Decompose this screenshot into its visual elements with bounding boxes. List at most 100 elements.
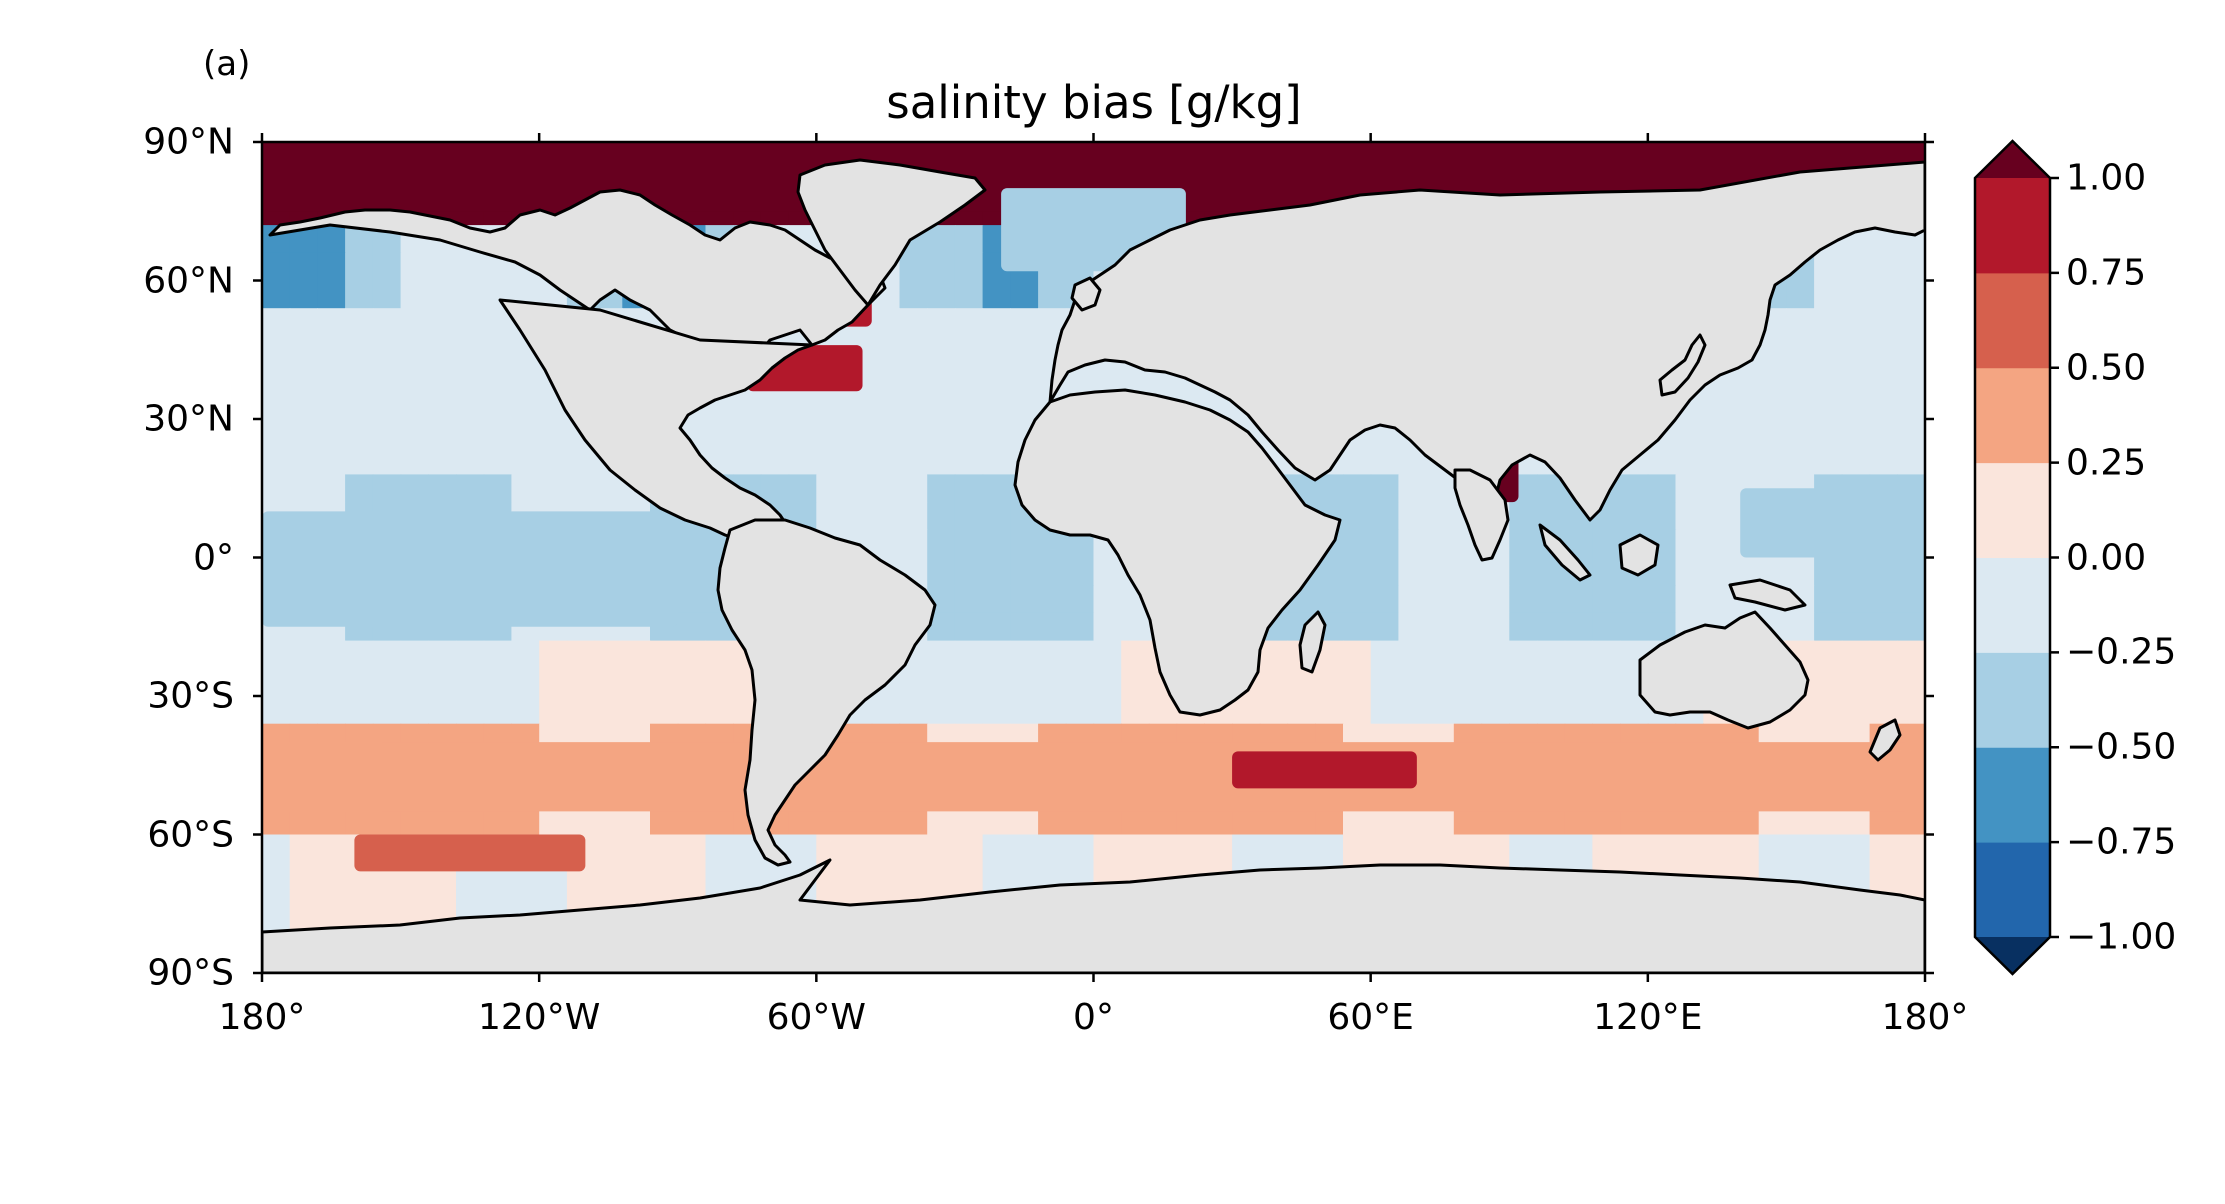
bias-cell: [1703, 391, 1732, 420]
bias-cell: [262, 252, 291, 282]
bias-cell: [677, 834, 707, 863]
bias-cell: [1121, 612, 1150, 642]
bias-cell: [345, 308, 374, 337]
bias-cell: [428, 696, 457, 725]
bias-cell: [1814, 834, 1843, 863]
bias-cell: [1564, 612, 1593, 642]
colorbar-segment: [1975, 652, 2050, 748]
bias-cell: [1758, 446, 1787, 475]
x-tick-label: 120°E: [1593, 997, 1703, 1038]
bias-cell: [1564, 640, 1593, 669]
bias-cell: [1010, 585, 1039, 614]
bias-cell: [1370, 668, 1399, 697]
bias-cell: [317, 280, 346, 309]
bias-cell: [677, 585, 707, 614]
colorbar: [1973, 139, 2059, 976]
bias-cell: [622, 696, 651, 725]
colorbar-tick-label: 1.00: [2066, 157, 2147, 199]
bias-cell: [289, 363, 318, 392]
bias-cell: [899, 419, 928, 448]
bias-cell: [317, 446, 346, 475]
axis-ticks: [253, 133, 1934, 982]
bias-cell: [483, 419, 512, 448]
bias-cell: [372, 419, 402, 448]
bias-cell: [1509, 696, 1538, 725]
y-tick-label: 30°S: [147, 675, 234, 717]
bias-cell: [1537, 696, 1566, 725]
bias-cell: [1841, 862, 1871, 891]
antarctica-landmass: [262, 858, 1925, 973]
colorbar-tick-label: −0.75: [2066, 821, 2177, 863]
bias-cell: [705, 862, 734, 891]
bias-cell: [1897, 335, 1925, 365]
bias-cell: [982, 557, 1011, 586]
bias-cell: [1315, 806, 1344, 836]
bias-cell: [899, 668, 928, 697]
bias-cell: [899, 335, 928, 365]
colorbar-tick-label: 0.00: [2066, 537, 2147, 578]
bias-cell: [400, 391, 429, 420]
bias-cell: [1343, 529, 1372, 559]
bias-cell: [372, 252, 402, 282]
bias-cell: [1121, 696, 1150, 725]
bias-cell: [1647, 806, 1677, 836]
bias-cell: [1315, 834, 1344, 863]
bias-cell: [650, 862, 679, 891]
bias-cell: [594, 696, 623, 725]
bias-cell: [372, 446, 402, 475]
bias-cell: [1509, 668, 1538, 697]
bias-cell: [899, 502, 928, 531]
bias-cell: [511, 391, 540, 420]
bias-cell: [262, 806, 291, 836]
bias-cell: [511, 640, 540, 669]
bias-cell: [1121, 806, 1150, 836]
bias-cell: [1537, 585, 1566, 614]
bias-cell: [927, 363, 956, 392]
bias-cell: [289, 834, 318, 863]
bias-cell: [317, 889, 346, 919]
bias-cell: [1259, 668, 1289, 697]
bias-cell: [954, 335, 984, 365]
bias-cell: [1093, 668, 1122, 697]
bias-cell: [954, 585, 984, 614]
bias-cell: [400, 308, 429, 337]
bias-cell: [1897, 363, 1925, 392]
bias-cell: [483, 363, 512, 392]
bias-cell: [1786, 308, 1815, 337]
y-tick-label: 0°: [193, 537, 234, 578]
bias-cell: [1065, 834, 1095, 863]
bias-cell: [1426, 696, 1455, 725]
bias-cell: [1315, 696, 1344, 725]
bias-cell: [899, 363, 928, 392]
bias-cell: [1093, 696, 1122, 725]
bias-cell: [788, 419, 817, 448]
bias-cell: [456, 889, 485, 919]
bias-cell: [289, 252, 318, 282]
bias-cell: [982, 696, 1011, 725]
bias-cell: [677, 862, 707, 891]
bias-cell: [1481, 806, 1510, 836]
bias-cell: [372, 889, 402, 919]
bias-cell: [289, 889, 318, 919]
india-landmass: [1453, 468, 1510, 562]
bias-cell: [456, 280, 485, 309]
bias-cell: [954, 668, 984, 697]
bias-cell: [372, 806, 402, 836]
bias-cell: [594, 668, 623, 697]
bias-cell: [705, 419, 734, 448]
bias-cell: [400, 696, 429, 725]
colorbar-segment: [1975, 557, 2050, 653]
bias-cell: [1592, 806, 1621, 836]
bias-cell: [1841, 585, 1871, 614]
bias-cell: [733, 862, 762, 891]
bias-region: [262, 511, 678, 627]
bias-cell: [1841, 834, 1871, 863]
bias-cell: [317, 696, 346, 725]
bias-cell: [1426, 502, 1455, 531]
bias-cell: [1869, 668, 1898, 697]
new-guinea-island: [1728, 578, 1807, 612]
bias-cell: [262, 308, 291, 337]
bias-cell: [428, 446, 457, 475]
borneo-island: [1618, 533, 1660, 577]
bias-cell: [816, 806, 845, 836]
